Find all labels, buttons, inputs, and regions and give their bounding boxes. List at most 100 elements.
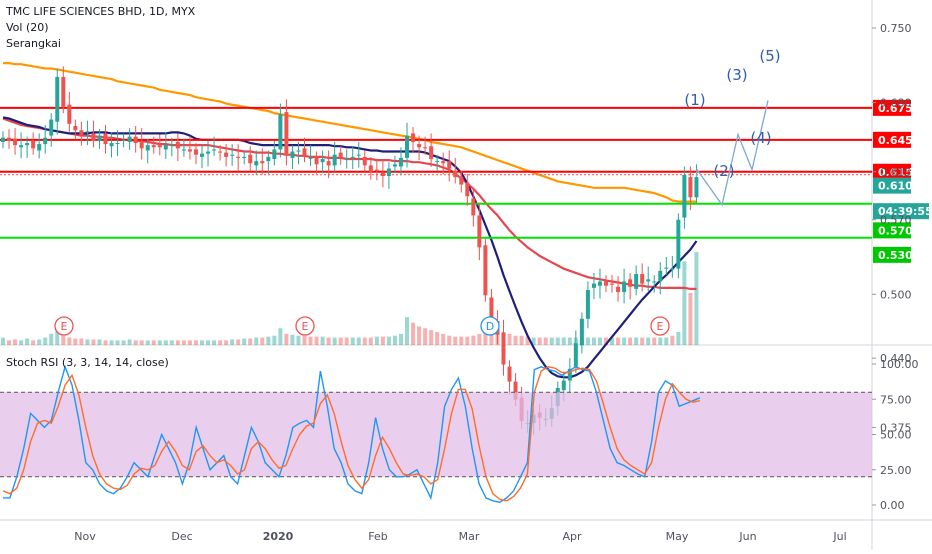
candle-body [272, 149, 277, 159]
volume-bar [555, 337, 560, 345]
candle-body [109, 143, 114, 147]
moving-average-line [2, 116, 698, 379]
price-tick-label: 0.680 [880, 97, 912, 110]
candle-body [465, 182, 470, 197]
volume-bar [163, 340, 168, 345]
volume-bar [350, 337, 355, 345]
rsi-tick-label: 75.00 [880, 393, 912, 406]
candle-body [151, 145, 156, 148]
candle-body [224, 152, 229, 157]
volume-bar [634, 337, 639, 345]
candle-body [212, 149, 217, 151]
candle-body [417, 144, 422, 148]
price-tick-label: 0.375 [880, 421, 912, 434]
price-badge-label: 0.530 [878, 249, 913, 262]
volume-bar [85, 339, 90, 345]
candle-body [61, 76, 66, 107]
event-marker-label: D [486, 320, 494, 333]
volume-bar [121, 340, 126, 345]
candle-body [567, 368, 572, 381]
volume-bar [477, 333, 482, 345]
candle-body [163, 145, 168, 150]
time-label: May [666, 530, 689, 543]
candle-body [435, 161, 440, 163]
indicator-label[interactable]: Serangkai [6, 37, 61, 50]
volume-bar [513, 335, 518, 345]
candle-body [453, 170, 458, 178]
candle-body [392, 164, 397, 167]
candle-body [688, 177, 693, 198]
volume-bar [664, 337, 669, 345]
volume-bar [109, 340, 114, 345]
candle-body [13, 138, 18, 146]
candle-body [133, 136, 138, 144]
volume-bar [49, 333, 54, 345]
volume-bar [314, 336, 319, 345]
volume-bar [97, 339, 102, 345]
candle-body [115, 143, 120, 145]
candle-body [55, 76, 60, 122]
volume-bar [417, 326, 422, 345]
volume-bar [628, 337, 633, 345]
candle-body [181, 149, 186, 151]
candle-body [380, 172, 385, 177]
candle-body [338, 152, 343, 157]
candle-body [459, 177, 464, 185]
volume-bar [616, 337, 621, 345]
candle-body [362, 156, 367, 166]
symbol-title[interactable]: TMC LIFE SCIENCES BHD, 1D, MYX [6, 5, 196, 18]
candle-body [266, 156, 271, 162]
volume-bar [585, 337, 590, 345]
wave-label: (3) [726, 66, 747, 84]
volume-bar [37, 339, 42, 345]
volume-bar [145, 340, 150, 345]
wave-path [695, 100, 769, 207]
candle-body [79, 130, 84, 135]
volume-bar [7, 340, 12, 345]
rsi-tick-label: 25.00 [880, 464, 912, 477]
volume-bar [604, 337, 608, 345]
volume-bar [43, 337, 48, 345]
candle-body [429, 146, 434, 159]
candle-body [374, 169, 379, 171]
event-marker [54, 316, 74, 336]
candle-body [31, 140, 36, 149]
volume-bar [19, 340, 24, 345]
time-label: Apr [562, 530, 582, 543]
time-label: Feb [368, 530, 387, 543]
level-badge-label: 0.615 [878, 166, 913, 179]
candle-body [610, 283, 615, 285]
volume-bar [435, 331, 440, 345]
volume-bar [25, 338, 30, 345]
candle-body [447, 161, 452, 169]
candle-body [561, 380, 566, 391]
candle-body [187, 149, 192, 152]
volume-bar [658, 337, 663, 345]
event-marker-label: E [61, 320, 68, 333]
volume-bar [652, 337, 657, 345]
candle-body [157, 145, 162, 148]
candle-body [230, 154, 235, 156]
volume-label[interactable]: Vol (20) [6, 21, 49, 34]
volume-bar [79, 338, 84, 345]
candle-body [477, 215, 482, 248]
volume-bar [127, 339, 132, 345]
rsi-label[interactable]: Stoch RSI (3, 3, 14, 14, close) [6, 356, 169, 369]
candle-body [622, 281, 627, 293]
candle-body [7, 137, 12, 141]
stoch-rsi-panel: 100.00 75.00 50.00 25.00 0.00 [0, 358, 919, 512]
candle-body [579, 318, 584, 346]
candle-body [97, 135, 102, 141]
candle-body [368, 165, 373, 172]
candle-body [405, 135, 410, 158]
volume-bar [465, 336, 470, 345]
volume-bar [1, 337, 5, 345]
candle-body [218, 151, 223, 153]
volume-bar [103, 340, 108, 345]
volume-bar [694, 252, 699, 345]
volume-bar [91, 339, 96, 345]
volume-bar [356, 337, 361, 345]
wave-projection: (1) (2) (3) (4) (5) [684, 47, 781, 207]
